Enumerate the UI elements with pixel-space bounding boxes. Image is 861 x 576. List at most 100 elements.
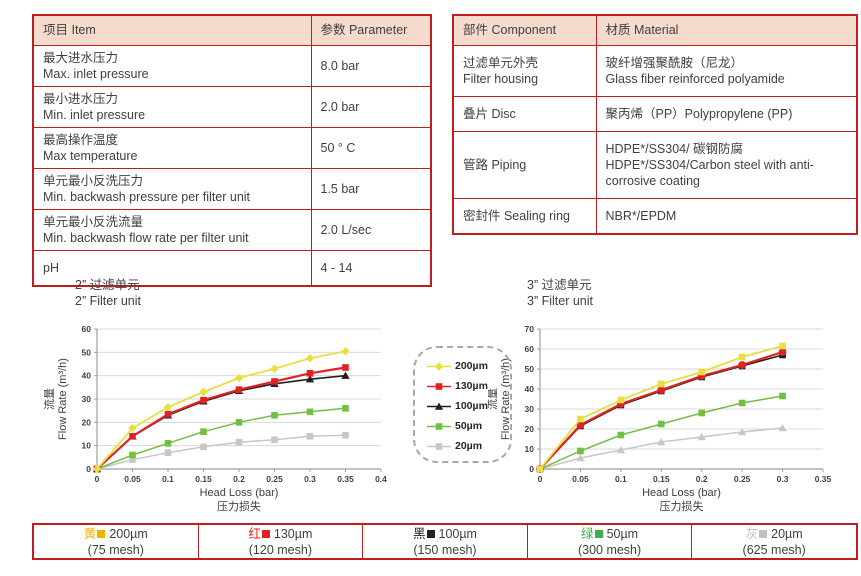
legend-item-20µm: 20µm <box>426 436 510 456</box>
series-legend: 200µm 130µm 100µm 50µm 20µm <box>413 346 512 463</box>
mesh-size-label: 50µm <box>606 527 639 541</box>
mesh-legend-cell-130µm: 红 130µm (120 mesh) <box>197 525 363 558</box>
mesh-color-name: 灰 <box>745 527 759 541</box>
chart-title-2in: 2” 过滤单元 2” Filter unit <box>75 277 141 310</box>
mesh-color-name: 红 <box>248 527 261 541</box>
mesh-size-label: 20µm <box>771 527 803 541</box>
legend-item-label: 200µm <box>455 360 488 372</box>
spec-row-cell: 最小进水压力 Min. inlet pressure <box>32 85 312 128</box>
legend-item-label: 50µm <box>455 420 483 432</box>
legend-item-50µm: 50µm <box>426 416 510 436</box>
spec-row-cell: 1.5 bar <box>310 167 432 210</box>
material-row: 管路 Piping HDPE*/SS304/ 碳钢防腐 HDPE*/SS304/Ca… <box>452 130 858 199</box>
svg-text:10: 10 <box>82 441 92 451</box>
svg-text:50: 50 <box>525 364 535 374</box>
svg-text:0: 0 <box>538 474 543 484</box>
material-table: 部件 Component 材质 Material 过滤单元外壳 Filter ho… <box>452 14 858 235</box>
square-marker-icon <box>427 442 451 450</box>
legend-item-label: 100µm <box>455 400 488 412</box>
mesh-count-label: (300 mesh) <box>577 543 642 558</box>
svg-text:60: 60 <box>525 344 535 354</box>
material-row-cell: 玻纤增强聚酰胺（尼龙） Glass fiber reinforced polyam… <box>595 44 858 97</box>
svg-text:0.15: 0.15 <box>653 474 670 484</box>
svg-text:0.1: 0.1 <box>162 474 174 484</box>
svg-text:10: 10 <box>525 444 535 454</box>
color-swatch-icon <box>97 530 106 538</box>
svg-text:0.4: 0.4 <box>375 474 387 484</box>
svg-text:20: 20 <box>525 424 535 434</box>
mesh-size-label: 100µm <box>438 527 477 541</box>
spec-row-cell: 单元最小反洗压力 Min. backwash pressure per filte… <box>32 167 312 210</box>
spec-header-item: 项目 Item <box>32 14 312 46</box>
mesh-count-label: (150 mesh) <box>413 543 477 558</box>
spec-row: 最小进水压力 Min. inlet pressure 2.0 bar <box>32 85 432 128</box>
spec-table: 项目 Item 参数 Parameter 最大进水压力 Max. inlet pr… <box>32 14 432 287</box>
svg-text:70: 70 <box>525 324 535 334</box>
mesh-legend-cell-50µm: 绿 50µm (300 mesh) <box>526 525 692 558</box>
svg-text:40: 40 <box>82 371 92 381</box>
svg-text:Head Loss (bar): Head Loss (bar) <box>642 487 721 499</box>
flow-rate-chart-3in: 0 10 20 30 40 50 60 70 0 0.05 0.1 0.15 0.2 0.25 0.3 0.3… <box>488 324 832 513</box>
svg-text:0.25: 0.25 <box>266 474 283 484</box>
mesh-legend-cell-20µm: 灰 20µm (625 mesh) <box>691 525 856 558</box>
legend-item-label: 130µm <box>455 380 488 392</box>
svg-text:Head Loss (bar): Head Loss (bar) <box>200 487 279 499</box>
mesh-size-label: 200µm <box>109 527 148 541</box>
legend-item-130µm: 130µm <box>426 376 510 396</box>
material-header-material: 材质 Material <box>595 14 858 46</box>
color-swatch-icon <box>759 530 768 538</box>
color-swatch-icon <box>261 530 270 538</box>
spec-row-cell: 最大进水压力 Max. inlet pressure <box>32 44 312 87</box>
spec-row-cell: 2.0 bar <box>310 85 432 128</box>
svg-text:0.05: 0.05 <box>572 474 589 484</box>
svg-text:50: 50 <box>82 347 92 357</box>
svg-text:流量: 流量 <box>488 388 499 410</box>
series-200µm <box>92 346 350 474</box>
svg-text:30: 30 <box>525 404 535 414</box>
svg-text:40: 40 <box>525 384 535 394</box>
spec-header-parameter: 参数 Parameter <box>310 14 432 46</box>
spec-row-cell: 单元最小反洗流量 Min. backwash flow rate per filt… <box>32 208 312 251</box>
chart-title-3in-en: 3” Filter unit <box>527 294 593 309</box>
svg-text:0.1: 0.1 <box>615 474 627 484</box>
material-row: 过滤单元外壳 Filter housing 玻纤增强聚酰胺（尼龙） Glass fib… <box>452 44 858 97</box>
spec-row-cell: 50 ° C <box>310 126 432 169</box>
flow-rate-chart-2in: 0 10 20 30 40 50 60 0 0.05 0.1 0.15 0.2 0.25 0.3 0.35 0… <box>42 324 387 513</box>
material-row: 叠片 Disc 聚丙烯（PP）Polypropylene (PP) <box>452 95 858 132</box>
chart-title-2in-zh: 2” 过滤单元 <box>75 278 140 292</box>
mesh-legend-cell-100µm: 黑 100µm (150 mesh) <box>362 525 527 558</box>
mesh-color-name: 黑 <box>412 527 426 541</box>
spec-row: 最大进水压力 Max. inlet pressure 8.0 bar <box>32 44 432 87</box>
svg-text:流量: 流量 <box>42 388 56 410</box>
square-marker-icon <box>427 382 451 390</box>
spec-table-header-row: 项目 Item 参数 Parameter <box>32 14 432 46</box>
chart-title-3in-zh: 3” 过滤单元 <box>527 278 592 292</box>
mesh-count-label: (75 mesh) <box>87 543 144 558</box>
material-row: 密封件 Sealing ring NBR*/EPDM <box>452 197 858 234</box>
mesh-color-name: 绿 <box>581 527 594 541</box>
spec-row-cell: 最高操作温度 Max temperature <box>32 126 312 169</box>
svg-text:压力损失: 压力损失 <box>217 499 261 513</box>
spec-row-cell: pH <box>32 249 312 287</box>
svg-text:0: 0 <box>95 474 100 484</box>
material-row-cell: HDPE*/SS304/ 碳钢防腐 HDPE*/SS304/Carbon stee… <box>595 130 858 199</box>
svg-text:0.05: 0.05 <box>124 474 141 484</box>
mesh-size-label: 130µm <box>273 527 313 541</box>
material-row-cell: 密封件 Sealing ring <box>452 197 597 234</box>
chart-title-3in: 3” 过滤单元 3” Filter unit <box>527 277 593 310</box>
svg-text:Flow Rate (m³/h): Flow Rate (m³/h) <box>57 358 69 440</box>
material-row-cell: 过滤单元外壳 Filter housing <box>452 44 597 97</box>
material-header-component: 部件 Component <box>452 14 597 46</box>
svg-text:30: 30 <box>82 394 92 404</box>
svg-text:60: 60 <box>82 324 92 334</box>
legend-item-100µm: 100µm <box>426 396 510 416</box>
svg-text:20: 20 <box>82 417 92 427</box>
svg-text:0: 0 <box>529 464 534 474</box>
mesh-legend-cell-200µm: 黄 200µm (75 mesh) <box>34 525 198 558</box>
mesh-color-name: 黄 <box>83 527 97 541</box>
material-table-header-row: 部件 Component 材质 Material <box>452 14 858 46</box>
legend-item-label: 20µm <box>455 440 483 452</box>
svg-text:0.3: 0.3 <box>777 474 789 484</box>
material-row-cell: 聚丙烯（PP）Polypropylene (PP) <box>595 95 858 132</box>
